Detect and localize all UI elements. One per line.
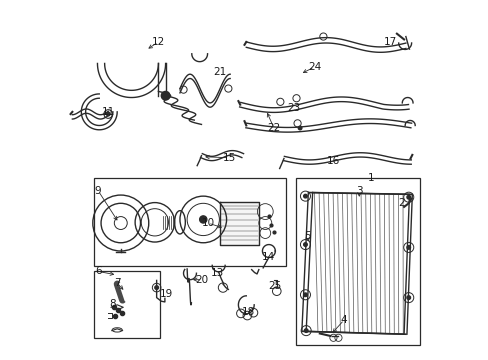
Text: 2: 2 (397, 198, 404, 208)
Text: 4: 4 (340, 315, 347, 325)
Circle shape (303, 194, 306, 198)
Text: 17: 17 (384, 37, 397, 47)
Text: 12: 12 (151, 37, 165, 47)
Text: 23: 23 (287, 103, 300, 113)
Text: 3: 3 (355, 186, 362, 196)
Circle shape (303, 243, 306, 246)
Text: 11: 11 (102, 107, 115, 117)
Circle shape (298, 126, 301, 130)
Text: 25: 25 (268, 281, 281, 291)
Circle shape (106, 112, 110, 116)
Text: 21: 21 (213, 67, 226, 77)
Circle shape (161, 91, 169, 100)
Text: 10: 10 (201, 218, 214, 228)
Bar (94, 271, 160, 338)
Circle shape (155, 286, 158, 289)
Text: 7: 7 (114, 278, 120, 288)
Text: 15: 15 (223, 153, 236, 163)
Text: 14: 14 (262, 252, 275, 262)
Text: 8: 8 (109, 299, 116, 309)
Circle shape (199, 216, 206, 223)
Circle shape (406, 296, 410, 300)
Circle shape (406, 195, 410, 199)
Text: 22: 22 (267, 123, 280, 133)
Text: 16: 16 (326, 156, 339, 166)
Text: 6: 6 (95, 266, 102, 276)
Text: 19: 19 (160, 289, 173, 299)
Text: 13: 13 (210, 267, 224, 278)
Polygon shape (305, 193, 408, 334)
Circle shape (303, 293, 306, 297)
Circle shape (304, 329, 307, 332)
Text: 18: 18 (241, 307, 254, 317)
Text: 5: 5 (304, 231, 310, 240)
Text: 1: 1 (367, 173, 374, 183)
Polygon shape (220, 202, 258, 244)
Text: 9: 9 (95, 186, 102, 196)
Bar (296, 178, 419, 345)
Circle shape (406, 246, 410, 249)
Text: 20: 20 (195, 275, 208, 285)
Bar (94, 178, 285, 266)
Text: 24: 24 (307, 62, 321, 72)
